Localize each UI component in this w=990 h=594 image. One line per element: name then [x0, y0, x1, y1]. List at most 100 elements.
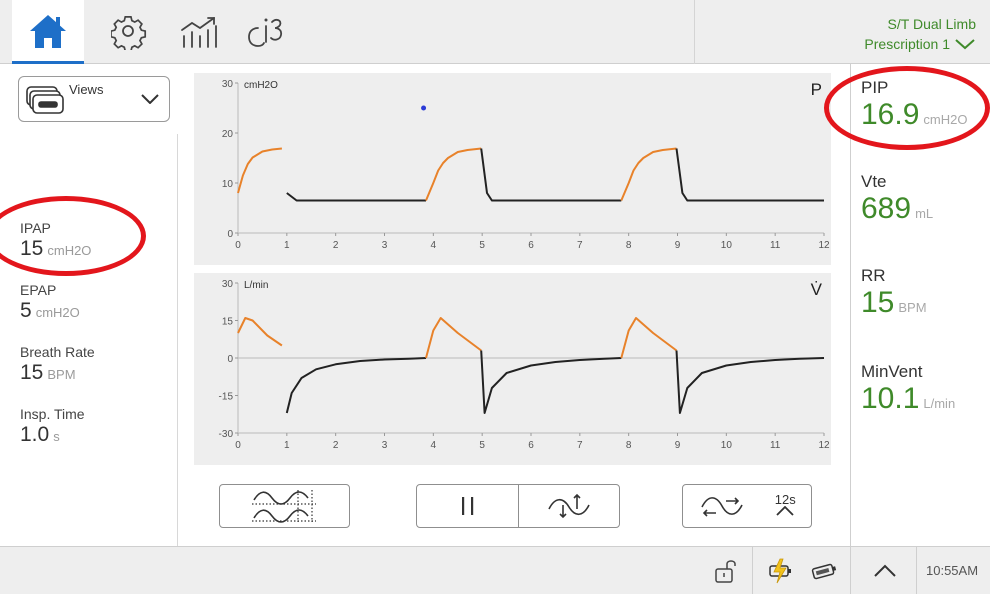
setting-value: 15 [20, 361, 44, 384]
setting-unit: cmH2O [35, 305, 80, 320]
setting-label: Breath Rate [20, 344, 95, 360]
left-divider [177, 134, 178, 546]
highlight-ring-pip [824, 66, 990, 150]
x-tick-label: 9 [675, 440, 681, 451]
chevron-up-icon [776, 505, 794, 516]
tab-trends[interactable] [166, 0, 232, 64]
clock: 10:55AM [926, 563, 979, 578]
x-tick-label: 7 [577, 440, 583, 451]
y-tick-label: -30 [219, 429, 234, 440]
battery-status[interactable] [804, 547, 846, 594]
time-scale-button[interactable]: 12s [682, 484, 812, 528]
mode-selector[interactable]: S/T Dual Limb Prescription 1 [864, 14, 976, 55]
setting-value: 1.0 [20, 423, 50, 446]
monitor-unit: mL [915, 206, 934, 221]
x-tick-label: 0 [235, 240, 241, 251]
waveform-layout-button[interactable] [219, 484, 350, 528]
monitor-label: Vte [861, 172, 887, 191]
setting-unit: BPM [47, 367, 76, 382]
x-tick-label: 5 [479, 240, 485, 251]
sweep-icon [701, 497, 743, 517]
views-dropdown[interactable]: Views [18, 76, 170, 122]
x-tick-label: 3 [382, 240, 388, 251]
setting-insp-time[interactable]: Insp. Time 1.0 s [20, 406, 85, 447]
x-tick-label: 10 [721, 440, 733, 451]
x-tick-label: 2 [333, 240, 339, 251]
gear-icon [111, 15, 147, 50]
setting-value: 5 [20, 299, 32, 322]
waveform-layout-icon [251, 490, 316, 523]
setting-unit: s [53, 429, 60, 444]
waveform-series [480, 350, 622, 414]
ac-power-icon [769, 558, 791, 584]
expand-status-button[interactable] [860, 547, 910, 594]
status-divider [752, 547, 753, 594]
home-icon [30, 14, 66, 48]
setting-label: Insp. Time [20, 406, 85, 422]
waveform-series [480, 148, 622, 202]
status-divider [916, 547, 917, 594]
waveform-series [620, 317, 678, 359]
x-tick-label: 10 [721, 240, 733, 251]
chart-symbol: V̇ [811, 280, 823, 299]
waveform-marker [421, 105, 427, 111]
monitor-value: 10.1 [861, 382, 920, 415]
tab-settings[interactable] [98, 0, 160, 64]
x-tick-label: 12 [818, 240, 830, 251]
y-tick-label: 10 [222, 179, 234, 190]
views-icon [26, 86, 64, 114]
waveform-series [425, 317, 482, 359]
y-tick-label: -15 [219, 392, 234, 403]
monitor-vte: Vte 689 mL [861, 172, 933, 226]
x-tick-label: 6 [528, 240, 534, 251]
y-tick-label: 0 [227, 354, 233, 365]
chevron-down-icon [955, 39, 975, 50]
battery-icon [811, 563, 837, 580]
x-tick-label: 6 [528, 440, 534, 451]
x-tick-label: 12 [818, 440, 830, 451]
x-tick-label: 3 [382, 440, 388, 451]
waveform-series [285, 357, 427, 414]
mode-name: S/T Dual Limb [887, 16, 976, 32]
tab-info[interactable] [232, 0, 298, 64]
chevron-down-icon [141, 94, 159, 104]
monitor-rr: RR 15 BPM [861, 266, 927, 320]
chevron-up-icon [874, 564, 896, 577]
monitor-minvent: MinVent 10.1 L/min [861, 362, 955, 416]
flow-waveform: 30 15 0 -15 -30 0 1 2 3 4 5 6 7 8 9 10 11 12 L/min V̇ [194, 273, 831, 465]
y-tick-label: 30 [222, 279, 234, 290]
waveform-pause-group [416, 484, 620, 528]
screen-lock-button[interactable] [706, 547, 746, 594]
setting-epap[interactable]: EPAP 5 cmH2O [20, 282, 80, 323]
pause-button[interactable] [417, 485, 518, 527]
x-tick-label: 1 [284, 440, 290, 451]
pause-icon [461, 497, 473, 515]
left-panel: Views IPAP 15 cmH2O EPAP 5 cmH2O Breath Ra… [0, 64, 178, 546]
x-tick-label: 11 [770, 240, 781, 251]
tab-home[interactable] [12, 0, 84, 64]
setting-breath-rate[interactable]: Breath Rate 15 BPM [20, 344, 95, 385]
x-tick-label: 8 [626, 240, 632, 251]
x-tick-label: 9 [675, 240, 681, 251]
x-tick-label: 4 [431, 240, 437, 251]
x-tick-label: 5 [479, 440, 485, 451]
x-tick-label: 4 [431, 440, 437, 451]
ac-power-status[interactable] [760, 547, 804, 594]
setting-label: EPAP [20, 282, 57, 298]
info-icon [248, 18, 283, 47]
freeze-scale-button[interactable] [518, 485, 619, 527]
y-tick-label: 0 [227, 229, 233, 240]
monitor-label: MinVent [861, 362, 923, 381]
y-tick-label: 20 [222, 129, 234, 140]
monitor-unit: BPM [898, 300, 927, 315]
x-tick-label: 11 [770, 440, 781, 451]
scale-arrows-icon [548, 493, 590, 519]
waveform-series [675, 148, 824, 202]
monitor-value: 15 [861, 286, 895, 319]
unlock-icon [715, 560, 736, 583]
top-bar: S/T Dual Limb Prescription 1 [0, 0, 990, 64]
waveform-series [620, 147, 677, 201]
x-tick-label: 0 [235, 440, 241, 451]
